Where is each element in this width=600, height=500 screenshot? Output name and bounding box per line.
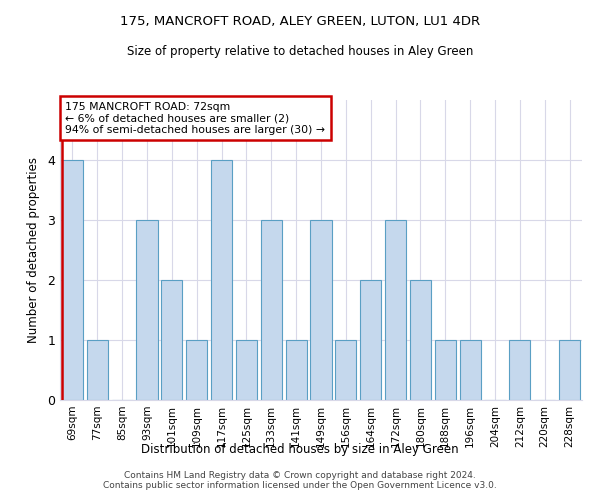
- Bar: [410, 280, 431, 400]
- Bar: [559, 340, 580, 400]
- Bar: [62, 160, 83, 400]
- Y-axis label: Number of detached properties: Number of detached properties: [27, 157, 40, 343]
- Bar: [211, 160, 232, 400]
- Bar: [509, 340, 530, 400]
- Bar: [435, 340, 456, 400]
- Bar: [136, 220, 158, 400]
- Bar: [460, 340, 481, 400]
- Text: Size of property relative to detached houses in Aley Green: Size of property relative to detached ho…: [127, 45, 473, 58]
- Text: Contains HM Land Registry data © Crown copyright and database right 2024.
Contai: Contains HM Land Registry data © Crown c…: [103, 470, 497, 490]
- Bar: [310, 220, 332, 400]
- Text: Distribution of detached houses by size in Aley Green: Distribution of detached houses by size …: [141, 442, 459, 456]
- Text: 175 MANCROFT ROAD: 72sqm
← 6% of detached houses are smaller (2)
94% of semi-det: 175 MANCROFT ROAD: 72sqm ← 6% of detache…: [65, 102, 325, 134]
- Bar: [161, 280, 182, 400]
- Bar: [385, 220, 406, 400]
- Bar: [87, 340, 108, 400]
- Text: 175, MANCROFT ROAD, ALEY GREEN, LUTON, LU1 4DR: 175, MANCROFT ROAD, ALEY GREEN, LUTON, L…: [120, 15, 480, 28]
- Bar: [186, 340, 207, 400]
- Bar: [261, 220, 282, 400]
- Bar: [286, 340, 307, 400]
- Bar: [335, 340, 356, 400]
- Bar: [360, 280, 381, 400]
- Bar: [236, 340, 257, 400]
